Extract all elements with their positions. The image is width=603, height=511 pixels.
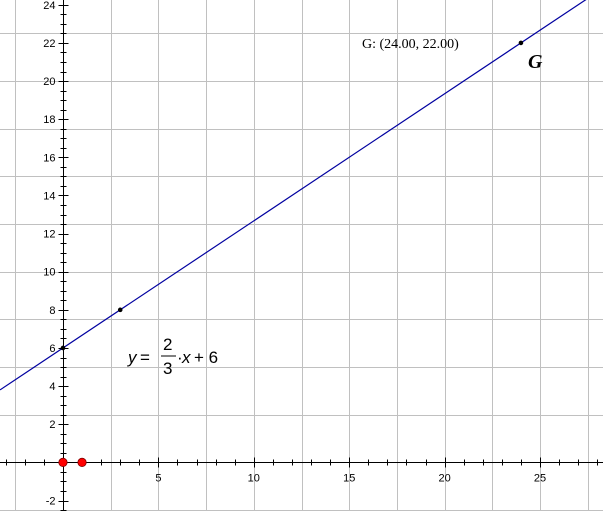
y-tick-label: 20 — [43, 76, 55, 88]
linear-function-graph[interactable] — [0, 0, 603, 391]
red-point[interactable] — [77, 457, 87, 467]
y-tick-label: 14 — [43, 190, 55, 202]
equation-lhs: y — [127, 348, 138, 367]
y-tick-label: 18 — [43, 114, 55, 126]
y-tick-label: 12 — [43, 229, 55, 241]
intercept-point[interactable] — [60, 345, 66, 351]
x-tick-label: 15 — [343, 473, 355, 485]
y-tick-label: 8 — [49, 305, 55, 317]
equation-numerator: 2 — [163, 335, 172, 354]
equation-rest: + 6 — [194, 348, 218, 367]
points[interactable] — [58, 40, 524, 467]
equation-dot: · — [177, 348, 183, 367]
x-tick-label: 5 — [155, 473, 161, 485]
x-tick-label: 10 — [248, 473, 260, 485]
point-3-8[interactable] — [117, 307, 123, 313]
y-tick-label: -2 — [46, 496, 56, 508]
y-tick-label: 16 — [43, 152, 55, 164]
red-point[interactable] — [58, 457, 68, 467]
point-g[interactable] — [518, 40, 524, 46]
x-tick-label: 25 — [534, 473, 546, 485]
y-tick-label: 24 — [43, 0, 55, 12]
equation-variable: x — [181, 348, 191, 367]
y-tick-label: 6 — [49, 343, 55, 355]
point-g-name-label: G — [528, 51, 543, 73]
equation-label[interactable]: y = 2 3 · x + 6 — [127, 335, 218, 378]
y-tick-label: 2 — [49, 419, 55, 431]
equation-equals: = — [140, 348, 150, 367]
y-tick-label: 4 — [49, 381, 55, 393]
equation-denominator: 3 — [163, 359, 172, 378]
y-tick-label: 22 — [43, 38, 55, 50]
y-tick-label: 10 — [43, 267, 55, 279]
function-line[interactable] — [0, 0, 603, 391]
x-tick-label: 20 — [438, 473, 450, 485]
point-g-coordinate-label: G: (24.00, 22.00) — [362, 37, 459, 52]
